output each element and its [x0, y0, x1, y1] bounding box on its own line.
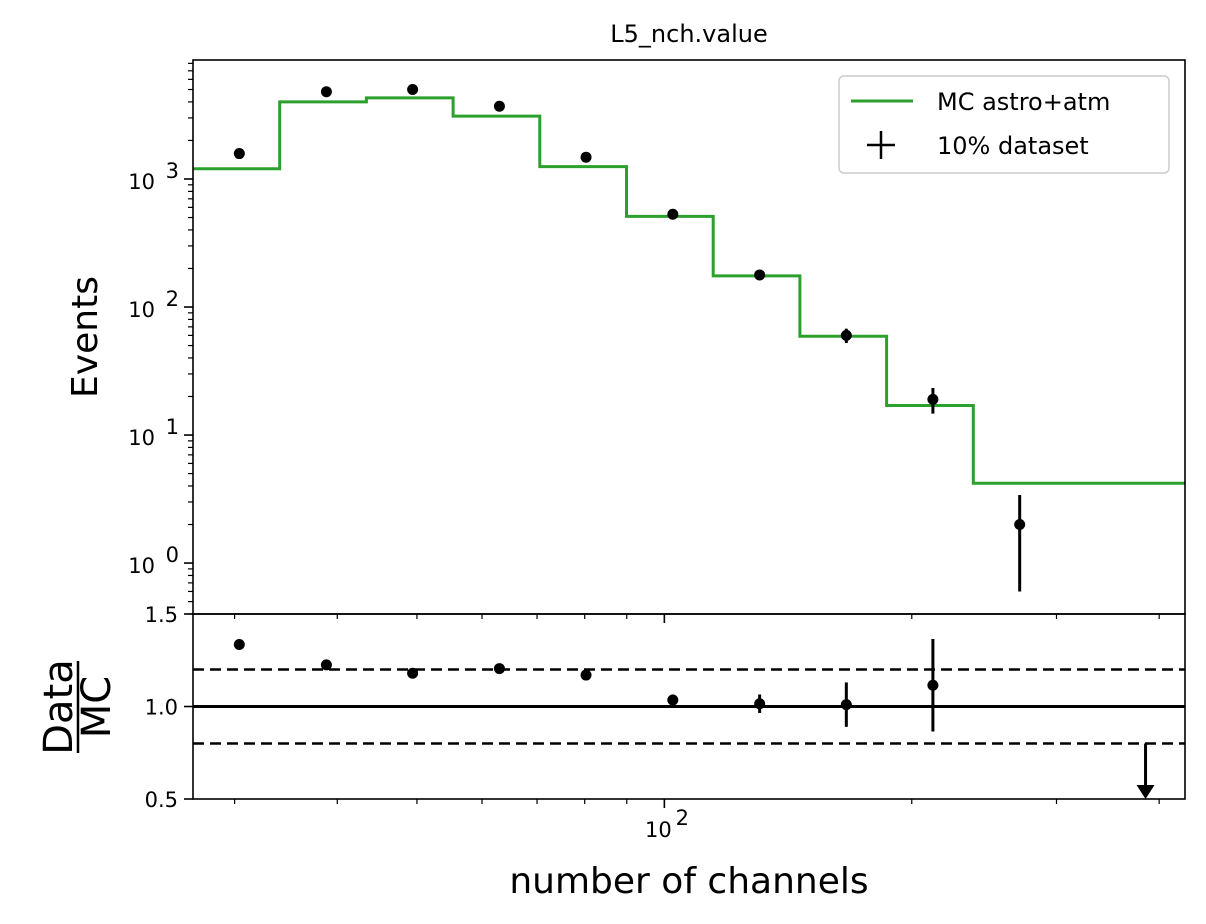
data-point — [233, 148, 245, 160]
ratio-point — [407, 667, 419, 679]
ratio-y-label-denominator: MC — [74, 676, 120, 738]
data-point — [580, 151, 592, 163]
legend-label-mc: MC astro+atm — [937, 88, 1110, 116]
x-tick-exponent: 2 — [676, 806, 689, 830]
data-point — [407, 84, 419, 96]
legend-frame — [838, 75, 1170, 174]
x-tick-label: 10 — [645, 818, 672, 842]
legend-swatch-dataset-errorbar — [867, 131, 895, 159]
ratio-point — [927, 679, 939, 691]
chart-title: L5_nch.value — [610, 20, 767, 48]
ratio-y-tick-label: 1.5 — [145, 603, 178, 627]
ratio-y-tick-label: 1.0 — [145, 696, 178, 720]
data-point — [320, 86, 332, 98]
main-y-axis-label: Events — [65, 276, 106, 398]
data-point — [754, 269, 766, 281]
data-point — [1014, 519, 1026, 531]
ratio-point — [320, 659, 332, 671]
ratio-y-axis-label: Data MC — [36, 659, 120, 755]
legend: MC astro+atm 10% dataset — [838, 75, 1170, 174]
data-point — [667, 208, 679, 220]
ratio-point — [493, 663, 505, 675]
ratio-point — [754, 698, 766, 710]
data-point — [493, 100, 505, 112]
legend-label-dataset: 10% dataset — [937, 132, 1089, 160]
data-point — [840, 329, 852, 341]
x-axis-label: number of channels — [509, 861, 868, 902]
ratio-point — [580, 669, 592, 681]
ratio-point — [840, 699, 852, 711]
ratio-y-label-numerator: Data — [36, 659, 82, 755]
main-y-tick-exponent: 3 — [166, 159, 179, 183]
mc-step-line — [193, 96, 1185, 485]
main-y-tick-exponent: 2 — [166, 287, 179, 311]
main-y-tick-exponent: 0 — [166, 543, 179, 567]
main-y-tick-exponent: 1 — [166, 415, 179, 439]
ratio-point — [667, 694, 679, 706]
data-point — [927, 393, 939, 405]
main-y-tick-label: 10 — [128, 298, 155, 322]
main-y-tick-label: 10 — [128, 426, 155, 450]
main-y-tick-label: 10 — [128, 554, 155, 578]
main-y-tick-label: 10 — [128, 170, 155, 194]
ratio-y-tick-label: 0.5 — [145, 788, 178, 812]
ratio-point — [233, 639, 245, 651]
ratio-upper-limit-arrowhead — [1136, 785, 1155, 799]
